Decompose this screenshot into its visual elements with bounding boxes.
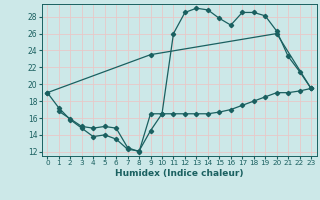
X-axis label: Humidex (Indice chaleur): Humidex (Indice chaleur) [115, 169, 244, 178]
